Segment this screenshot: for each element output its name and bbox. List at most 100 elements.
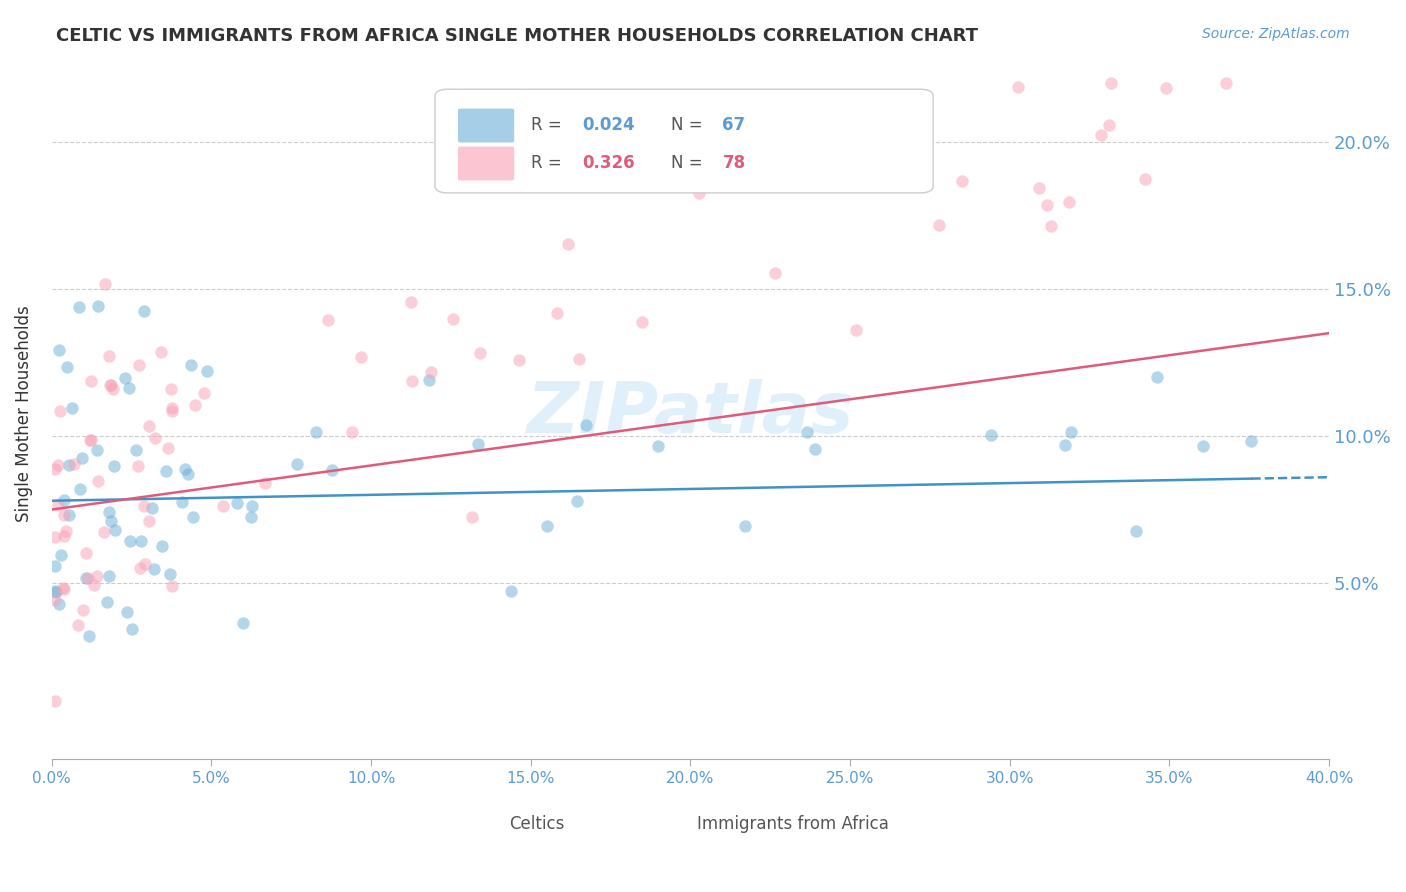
Point xyxy=(150,539,173,553)
Point xyxy=(44,583,66,598)
Point xyxy=(87,474,110,488)
Point xyxy=(316,312,339,326)
Point xyxy=(69,482,91,496)
FancyBboxPatch shape xyxy=(695,786,731,813)
Point xyxy=(546,306,568,320)
Point xyxy=(143,431,166,445)
Point xyxy=(127,458,149,473)
Text: ZIPatlas: ZIPatlas xyxy=(527,379,853,449)
Point xyxy=(928,218,950,232)
Text: 67: 67 xyxy=(723,116,745,134)
Point xyxy=(75,546,97,560)
Point xyxy=(568,352,591,367)
Point xyxy=(129,534,152,549)
Point xyxy=(177,467,200,481)
Point xyxy=(1090,128,1112,142)
Point xyxy=(77,571,100,585)
Point xyxy=(536,518,558,533)
Point xyxy=(1192,439,1215,453)
Point xyxy=(162,579,184,593)
Point xyxy=(172,495,194,509)
Point xyxy=(184,398,207,412)
Point xyxy=(162,401,184,415)
Point xyxy=(321,463,343,477)
Point xyxy=(763,267,786,281)
Point xyxy=(159,383,181,397)
Point xyxy=(240,509,263,524)
Point xyxy=(104,523,127,537)
Point xyxy=(149,345,172,359)
Point xyxy=(575,417,598,432)
Point xyxy=(83,578,105,592)
Point xyxy=(1240,434,1263,449)
Point xyxy=(468,346,491,360)
Point xyxy=(44,593,66,607)
Point xyxy=(734,518,756,533)
Point xyxy=(44,462,66,476)
Point xyxy=(508,353,530,368)
Point xyxy=(100,378,122,392)
Point xyxy=(1039,219,1062,233)
Point xyxy=(46,499,69,513)
Point xyxy=(132,499,155,513)
Point xyxy=(565,494,588,508)
Point xyxy=(58,508,80,522)
Point xyxy=(44,530,66,544)
Point xyxy=(350,350,373,364)
Point xyxy=(980,428,1002,442)
Point xyxy=(117,380,139,394)
Point xyxy=(124,443,146,458)
Point xyxy=(55,524,77,538)
Point xyxy=(98,569,121,583)
Point xyxy=(401,295,423,310)
Point xyxy=(647,439,669,453)
Point xyxy=(52,581,75,595)
Y-axis label: Single Mother Households: Single Mother Households xyxy=(15,306,32,523)
Point xyxy=(58,458,80,473)
Point xyxy=(796,425,818,440)
Point xyxy=(141,501,163,516)
Text: R =: R = xyxy=(531,154,567,172)
Point xyxy=(557,237,579,252)
Point xyxy=(86,442,108,457)
Point xyxy=(950,174,973,188)
Text: Celtics: Celtics xyxy=(509,814,565,833)
Point xyxy=(60,401,83,415)
Point xyxy=(193,386,215,401)
Point xyxy=(225,496,247,510)
Point xyxy=(1054,438,1077,452)
Text: 0.024: 0.024 xyxy=(582,116,634,134)
Point xyxy=(181,510,204,524)
Point xyxy=(48,343,70,357)
Point xyxy=(121,622,143,636)
Point xyxy=(53,493,76,508)
Text: N =: N = xyxy=(671,154,709,172)
Point xyxy=(142,562,165,576)
Point xyxy=(180,358,202,372)
Point xyxy=(103,458,125,473)
Point xyxy=(155,465,177,479)
Point xyxy=(86,569,108,583)
Point xyxy=(254,475,277,490)
Point xyxy=(117,605,139,619)
Point xyxy=(160,403,183,417)
Point xyxy=(1057,195,1080,210)
Point xyxy=(212,499,235,513)
FancyBboxPatch shape xyxy=(471,786,508,813)
Point xyxy=(1215,76,1237,90)
Text: Source: ZipAtlas.com: Source: ZipAtlas.com xyxy=(1202,27,1350,41)
Point xyxy=(51,549,73,563)
Point xyxy=(98,378,121,392)
Point xyxy=(138,515,160,529)
Point xyxy=(1146,370,1168,384)
Point xyxy=(67,300,90,314)
Text: N =: N = xyxy=(671,116,709,134)
Point xyxy=(46,458,69,473)
Point xyxy=(1099,76,1122,90)
Point xyxy=(195,364,218,378)
Point xyxy=(45,584,67,599)
Text: CELTIC VS IMMIGRANTS FROM AFRICA SINGLE MOTHER HOUSEHOLDS CORRELATION CHART: CELTIC VS IMMIGRANTS FROM AFRICA SINGLE … xyxy=(56,27,979,45)
Point xyxy=(1028,181,1050,195)
Point xyxy=(401,375,423,389)
Point xyxy=(44,558,66,573)
